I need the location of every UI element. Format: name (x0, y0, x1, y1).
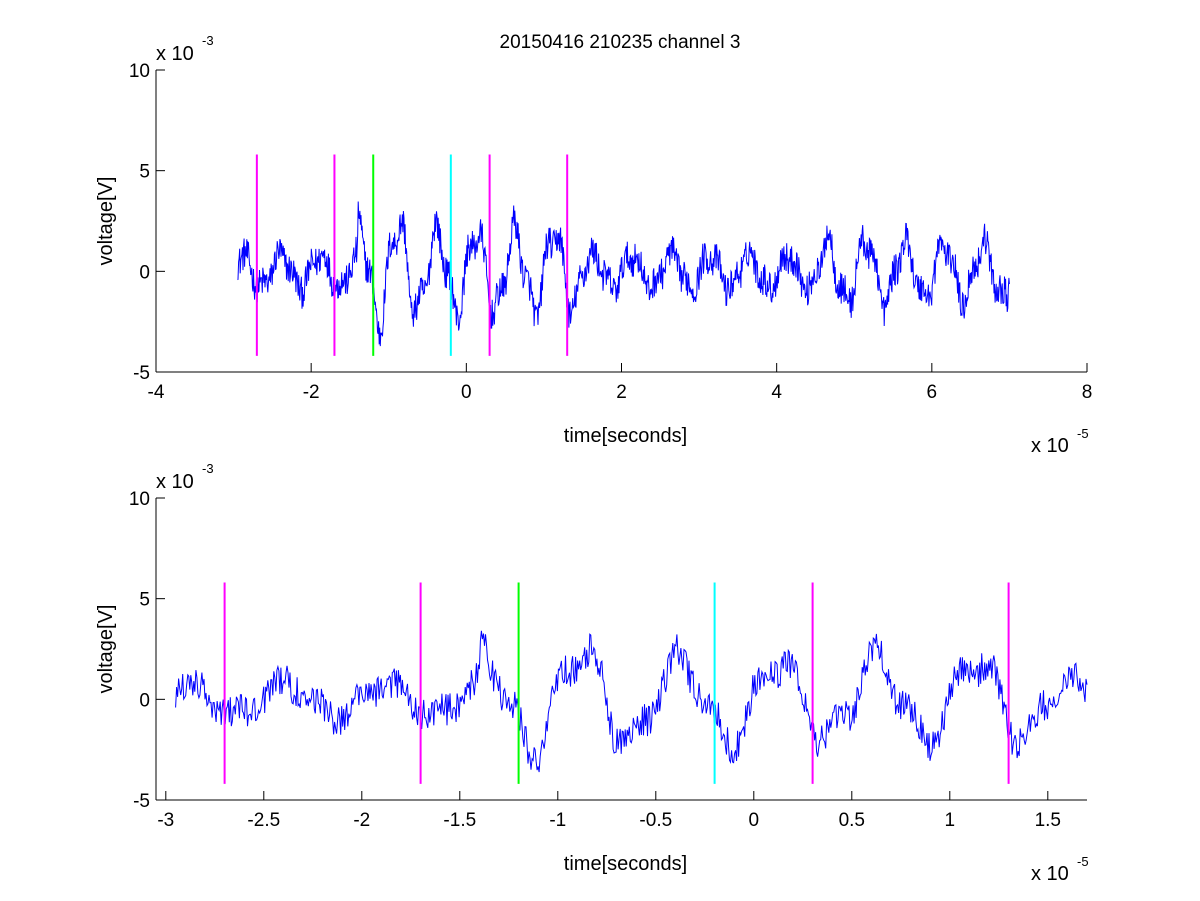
x-tick-label: -2 (303, 382, 320, 403)
x-tick-label: 6 (927, 382, 938, 403)
x-axis-title: time[seconds] (564, 853, 687, 875)
x-exponent-label: x 10 (1031, 435, 1069, 457)
y-tick-label: 10 (129, 61, 150, 82)
x-tick-label: 2 (616, 382, 627, 403)
y-exponent-label: x 10 (156, 471, 194, 493)
y-tick-label: -5 (133, 363, 150, 384)
x-tick-label: 1.5 (1035, 810, 1061, 831)
top-plot: -4 -2 0 2 4 6 8 -5 0 5 10 time[seconds] voltage[V] x … (95, 33, 1092, 457)
y-tick-label: -5 (133, 791, 150, 812)
y-axis-title: voltage[V] (95, 605, 117, 694)
x-exponent-power: -5 (1077, 426, 1089, 441)
y-tick-label: 0 (139, 690, 150, 711)
x-exponent-label: x 10 (1031, 863, 1069, 885)
y-tick-label: 10 (129, 489, 150, 510)
x-tick-label: 4 (771, 382, 782, 403)
x-tick-label: -3 (157, 810, 174, 831)
x-tick-label: 1 (945, 810, 956, 831)
signal-line (175, 630, 1088, 773)
x-tick-label: 0 (749, 810, 760, 831)
y-exponent-power: -3 (202, 33, 214, 48)
y-axis-title: voltage[V] (95, 177, 117, 266)
y-exponent-power: -3 (202, 461, 214, 476)
x-tick-label: -2.5 (247, 810, 280, 831)
y-tick-label: 5 (139, 162, 150, 183)
x-tick-label: -2 (353, 810, 370, 831)
figure-title: 20150416 210235 channel 3 (500, 32, 741, 53)
y-tick-label: 5 (139, 590, 150, 611)
x-tick-label: 0.5 (839, 810, 865, 831)
bottom-plot: -3 -2.5 -2 -1.5 -1 -0.5 0 0.5 1 1.5 -5 0 5 10 time[sec… (95, 461, 1089, 885)
x-axis-title: time[seconds] (564, 425, 687, 447)
y-tick-label: 0 (139, 262, 150, 283)
x-exponent-power: -5 (1077, 854, 1089, 869)
x-tick-label: -1.5 (443, 810, 476, 831)
x-tick-label: -0.5 (639, 810, 672, 831)
x-tick-label: 8 (1082, 382, 1093, 403)
x-tick-label: -4 (148, 382, 165, 403)
signal-line (237, 201, 1010, 347)
y-exponent-label: x 10 (156, 43, 194, 65)
x-tick-label: 0 (461, 382, 472, 403)
x-tick-label: -1 (549, 810, 566, 831)
